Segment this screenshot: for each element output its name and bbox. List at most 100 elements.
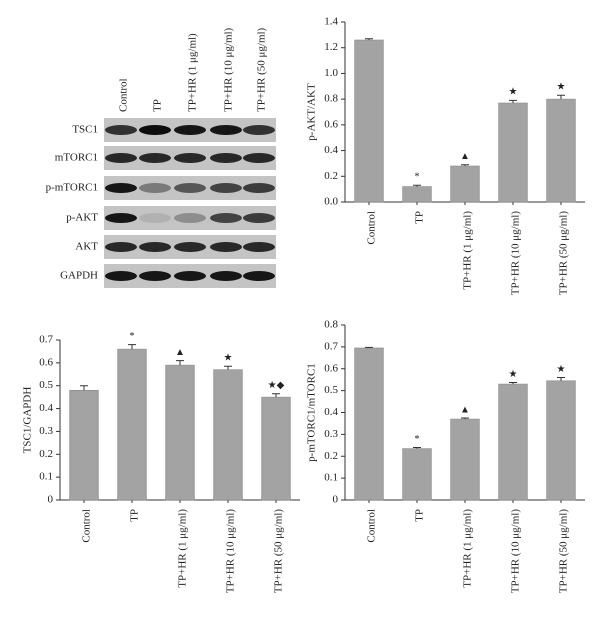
y-tick-label: 0.1 bbox=[39, 471, 53, 483]
y-tick-label: 0.3 bbox=[324, 428, 338, 440]
band bbox=[210, 183, 242, 193]
band bbox=[174, 153, 206, 163]
y-tick-label: 1.0 bbox=[324, 67, 338, 79]
error-bar bbox=[509, 99, 517, 103]
y-tick-label: 0.4 bbox=[324, 406, 338, 418]
x-tick-label: TP+HR (10 μg/ml) bbox=[225, 509, 237, 594]
y-tick-label: 0.6 bbox=[39, 356, 53, 368]
error-bar bbox=[224, 365, 232, 370]
band bbox=[243, 213, 275, 223]
x-tick-label: TP+HR (50 μg/ml) bbox=[558, 509, 570, 594]
y-tick-label: 0.1 bbox=[324, 472, 338, 484]
x-tick-label: TP bbox=[129, 509, 141, 522]
lane-label: TP+HR (1 μg/ml) bbox=[187, 33, 199, 112]
band bbox=[139, 213, 171, 223]
bar bbox=[546, 380, 576, 501]
annotation: * bbox=[415, 172, 420, 183]
error-bar bbox=[128, 344, 136, 350]
y-tick-label: 1.2 bbox=[324, 41, 338, 53]
band bbox=[174, 242, 206, 252]
bar bbox=[354, 347, 384, 501]
band bbox=[210, 125, 242, 135]
band bbox=[210, 213, 242, 223]
band bbox=[139, 271, 171, 281]
error-bar bbox=[557, 377, 565, 381]
y-tick-label: 0.2 bbox=[324, 450, 338, 462]
row-label: TSC1 bbox=[72, 124, 98, 136]
bar bbox=[117, 348, 147, 501]
band bbox=[174, 213, 206, 223]
y-tick-label: 0.6 bbox=[324, 118, 338, 130]
bar bbox=[450, 418, 480, 501]
bar bbox=[213, 369, 243, 501]
band bbox=[105, 183, 137, 193]
error-bar bbox=[365, 38, 373, 40]
y-tick-label: 0.6 bbox=[324, 362, 338, 374]
y-tick-label: 0.2 bbox=[324, 170, 338, 182]
band bbox=[243, 153, 275, 163]
x-tick-label: TP+HR (10 μg/ml) bbox=[510, 509, 522, 594]
annotation: ★◆ bbox=[268, 380, 285, 391]
lane-label: TP+HR (10 μg/ml) bbox=[223, 27, 235, 112]
bar bbox=[402, 186, 432, 203]
row-label: GAPDH bbox=[60, 270, 98, 282]
y-tick-label: 0.0 bbox=[324, 196, 338, 208]
x-tick-label: TP+HR (10 μg/ml) bbox=[510, 211, 522, 296]
bar bbox=[69, 389, 99, 501]
band bbox=[105, 213, 137, 223]
annotation: * bbox=[130, 331, 135, 342]
annotation: ▲ bbox=[460, 404, 470, 415]
band bbox=[105, 242, 137, 252]
error-bar bbox=[80, 385, 88, 391]
y-axis-label: TSC1/GAPDH bbox=[22, 387, 34, 454]
y-axis-label: p-mTORC1/mTORC1 bbox=[306, 363, 318, 462]
band bbox=[174, 125, 206, 135]
band bbox=[243, 271, 275, 281]
y-axis-label: p-AKT/AKT bbox=[306, 83, 318, 141]
band bbox=[174, 183, 206, 193]
y-tick-label: 0.7 bbox=[324, 340, 338, 352]
band bbox=[139, 183, 171, 193]
row-label: p-mTORC1 bbox=[46, 182, 98, 194]
bar bbox=[354, 39, 384, 203]
bar bbox=[498, 383, 528, 501]
band bbox=[243, 242, 275, 252]
band bbox=[139, 153, 171, 163]
y-tick-label: 0.5 bbox=[324, 384, 338, 396]
x-tick-label: TP bbox=[414, 211, 426, 224]
error-bar bbox=[272, 393, 280, 398]
error-bar bbox=[461, 164, 469, 166]
band bbox=[210, 271, 242, 281]
annotation: ▲ bbox=[460, 151, 470, 162]
x-tick-label: TP bbox=[414, 509, 426, 522]
annotation: * bbox=[415, 434, 420, 445]
x-tick-label: TP+HR (1 μg/ml) bbox=[462, 509, 474, 588]
row-label: p-AKT bbox=[66, 212, 98, 224]
error-bar bbox=[413, 184, 421, 187]
band bbox=[243, 125, 275, 135]
y-tick-label: 0.5 bbox=[39, 379, 53, 391]
lane-label: TP bbox=[152, 99, 164, 112]
error-bar bbox=[413, 447, 421, 449]
row-label: mTORC1 bbox=[55, 152, 98, 164]
x-tick-label: TP+HR (50 μg/ml) bbox=[558, 211, 570, 296]
x-tick-label: TP+HR (50 μg/ml) bbox=[273, 509, 285, 594]
error-bar bbox=[365, 346, 373, 348]
y-tick-label: 0.4 bbox=[39, 402, 53, 414]
y-tick-label: 0.2 bbox=[39, 448, 53, 460]
annotation: ★ bbox=[509, 87, 518, 98]
error-bar bbox=[509, 382, 517, 385]
annotation: ▲ bbox=[175, 347, 185, 358]
annotation: ★ bbox=[557, 82, 566, 93]
band bbox=[210, 242, 242, 252]
error-bar bbox=[557, 94, 565, 100]
bar bbox=[402, 448, 432, 501]
x-tick-label: Control bbox=[366, 211, 378, 245]
y-tick-label: 0.8 bbox=[324, 319, 338, 331]
band bbox=[105, 125, 137, 135]
y-tick-label: 1.4 bbox=[324, 16, 338, 28]
band bbox=[105, 153, 137, 163]
x-tick-label: TP+HR (1 μg/ml) bbox=[177, 509, 189, 588]
y-tick-label: 0.3 bbox=[39, 425, 53, 437]
